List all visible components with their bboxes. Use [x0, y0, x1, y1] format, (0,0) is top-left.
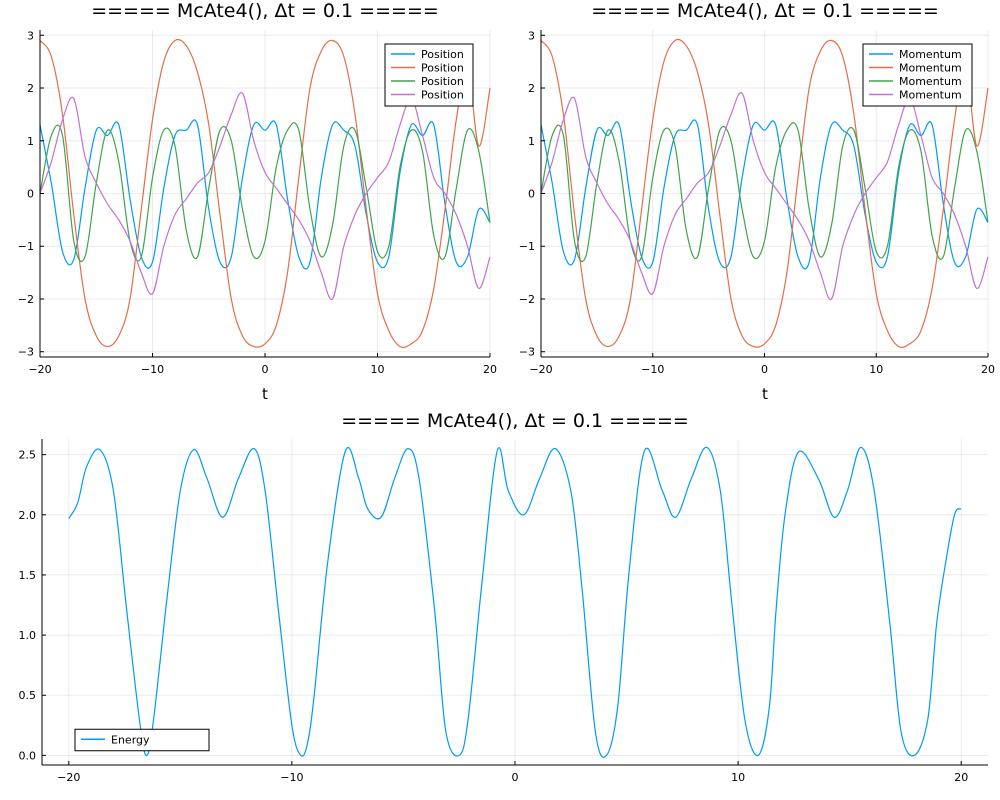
y-tick-label: 2 [528, 82, 535, 95]
x-axis-label: t [762, 385, 768, 403]
y-tick-label: 0.5 [19, 689, 37, 702]
momentum-chart: ===== McAte4(), Δt = 0.1 ===== −20 −10 0 10… [519, 0, 995, 403]
legend-box [74, 728, 210, 752]
x-tick-label: −20 [57, 771, 80, 784]
y-tick-label: 2.5 [19, 449, 37, 462]
series-line [39, 122, 491, 262]
x-tick-label: −10 [280, 771, 303, 784]
chart-title: ===== McAte4(), Δt = 0.1 ===== [91, 0, 439, 22]
y-tick-label: 2.0 [19, 509, 37, 522]
energy-chart: ===== McAte4(), Δt = 0.1 ===== −20 −10 0 10… [19, 410, 988, 784]
chart-title: ===== McAte4(), Δt = 0.1 ===== [341, 410, 689, 432]
y-tick-label: 0 [528, 188, 535, 201]
x-tick-label: 10 [371, 363, 385, 376]
legend-label: Momentum [899, 62, 962, 75]
x-tick-label: −10 [641, 363, 664, 376]
y-tick-label: 3 [528, 29, 535, 42]
legend-label: Position [421, 75, 464, 88]
x-tick-label: 0 [512, 771, 519, 784]
y-tick-label: −1 [519, 240, 535, 253]
position-chart: ===== McAte4(), Δt = 0.1 ===== −20 −10 0 10… [18, 0, 497, 403]
x-tick-label: 0 [761, 363, 768, 376]
series-line [39, 38, 491, 348]
y-tick-label: −2 [18, 293, 34, 306]
legend-label: Momentum [899, 89, 962, 102]
series-line [540, 122, 989, 262]
legend-label: Energy [111, 733, 150, 746]
x-tick-label: 10 [869, 363, 883, 376]
series-line [540, 38, 989, 348]
legend: Energy [74, 728, 210, 752]
x-tick-label: −10 [141, 363, 164, 376]
y-tick-label: 3 [27, 29, 34, 42]
y-tick-label: 1.0 [19, 629, 37, 642]
y-tick-label: 0.0 [19, 749, 37, 762]
legend-label: Position [421, 89, 464, 102]
y-tick-label: −3 [18, 346, 34, 359]
x-axis-label: t [262, 385, 268, 403]
x-tick-label: −20 [529, 363, 552, 376]
y-tick-label: 1 [27, 135, 34, 148]
y-tick-label: −3 [519, 346, 535, 359]
x-tick-label: 0 [262, 363, 269, 376]
x-tick-label: 20 [954, 771, 968, 784]
chart-title: ===== McAte4(), Δt = 0.1 ===== [591, 0, 939, 22]
legend-label: Position [421, 48, 464, 61]
y-tick-label: −2 [519, 293, 535, 306]
x-tick-label: −20 [28, 363, 51, 376]
y-tick-label: 0 [27, 188, 34, 201]
x-tick-label: 20 [483, 363, 497, 376]
series-line [540, 119, 989, 270]
legend-label: Position [421, 62, 464, 75]
y-tick-label: −1 [18, 240, 34, 253]
y-tick-label: 1.5 [19, 569, 37, 582]
y-tick-label: 1 [528, 135, 535, 148]
series-line [68, 446, 962, 758]
series-line [39, 119, 491, 270]
x-tick-label: 20 [981, 363, 995, 376]
legend-label: Momentum [899, 75, 962, 88]
legend-label: Momentum [899, 48, 962, 61]
y-tick-label: 2 [27, 82, 34, 95]
x-tick-label: 10 [731, 771, 745, 784]
